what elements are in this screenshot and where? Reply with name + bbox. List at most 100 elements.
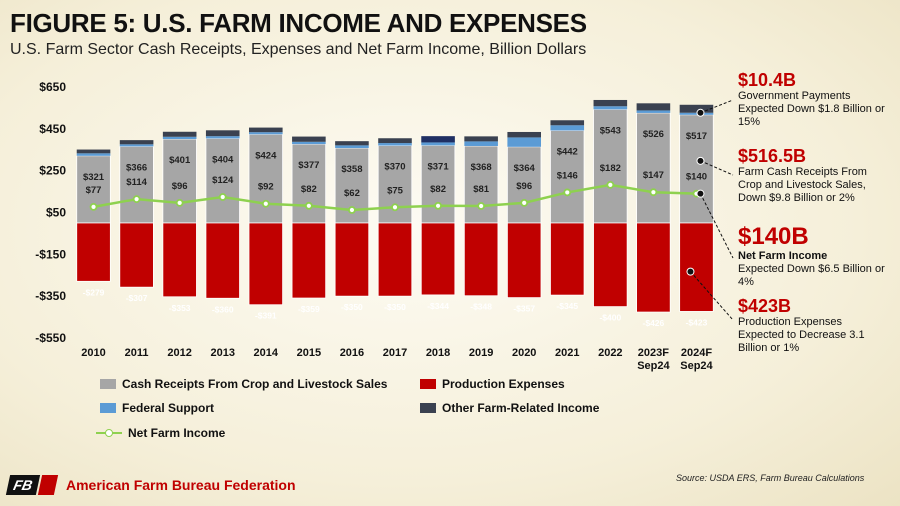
data-label-production-expenses: -$357: [513, 304, 535, 314]
data-label-net-income: $81: [473, 184, 490, 195]
data-label-cash-receipts: $442: [557, 147, 578, 158]
bar-federal-support: [76, 153, 111, 156]
data-label-production-expenses: -$350: [341, 302, 363, 312]
x-tick-label: 2024F: [681, 347, 712, 359]
bar-production-expenses: [679, 222, 714, 312]
point-net-farm-income: [132, 195, 141, 204]
bar-cash-receipts: [679, 114, 714, 224]
y-tick-label: $50: [46, 206, 66, 220]
data-label-cash-receipts: $364: [514, 163, 536, 174]
annotation-production-expenses: $423B Production Expenses Expected to De…: [738, 296, 888, 355]
point-net-farm-income: [261, 199, 270, 208]
bar-cash-receipts: [636, 112, 671, 224]
legend-label: Cash Receipts From Crop and Livestock Sa…: [122, 377, 388, 391]
legend-item-production-expenses: Production Expenses: [420, 377, 565, 391]
bar-production-expenses: [420, 222, 456, 296]
legend-label: Net Farm Income: [128, 426, 226, 440]
data-label-net-income: $96: [172, 181, 188, 192]
bar-other-income: [507, 131, 541, 138]
x-tick-sublabel: Sep24: [637, 360, 670, 372]
bar-other-income: [76, 149, 111, 154]
point-net-farm-income: [563, 188, 572, 197]
bar-production-expenses: [507, 222, 542, 299]
legend-swatch: [420, 403, 436, 413]
data-label-cash-receipts: $526: [643, 129, 664, 140]
legend-label: Other Farm-Related Income: [442, 401, 600, 415]
chart-title: FIGURE 5: U.S. FARM INCOME AND EXPENSES: [10, 8, 587, 38]
annotation-net-farm-income: $140B Net Farm Income Expected Down $6.5…: [738, 224, 888, 289]
data-label-cash-receipts: $321: [83, 172, 105, 183]
data-label-cash-receipts: $371: [427, 161, 449, 172]
point-net-farm-income: [89, 202, 98, 211]
data-label-cash-receipts: $370: [384, 162, 405, 173]
annotation-value: $423B: [738, 296, 792, 316]
bar-cash-receipts: [76, 155, 111, 224]
chart-subtitle: U.S. Farm Sector Cash Receipts, Expenses…: [10, 41, 587, 58]
bar-cash-receipts: [205, 138, 240, 224]
point-net-farm-income: [649, 188, 658, 197]
bar-production-expenses: [248, 222, 283, 306]
annotation-text: Expected Down $6.5 Billion or 4%: [738, 263, 885, 288]
data-label-cash-receipts: $543: [600, 125, 621, 136]
data-label-net-income: $147: [643, 170, 664, 181]
bar-cash-receipts: [162, 138, 197, 224]
y-tick-label: -$350: [35, 289, 66, 303]
point-net-farm-income: [434, 201, 442, 210]
bar-production-expenses: [205, 222, 240, 299]
data-label-production-expenses: -$350: [384, 302, 406, 312]
data-label-cash-receipts: $377: [298, 160, 319, 171]
data-label-net-income: $124: [212, 175, 234, 186]
bar-federal-support: [292, 141, 326, 145]
bar-federal-support: [550, 125, 585, 131]
logo-mark: FB: [5, 475, 41, 495]
organization-name: American Farm Bureau Federation: [66, 477, 296, 493]
data-label-production-expenses: -$345: [556, 301, 578, 311]
x-tick-label: 2018: [426, 347, 450, 359]
bar-federal-support: [378, 143, 412, 146]
data-label-production-expenses: -$391: [255, 311, 277, 321]
bar-federal-support: [119, 144, 154, 147]
data-label-net-income: $140: [686, 172, 707, 183]
source-note: Source: USDA ERS, Farm Bureau Calculatio…: [676, 473, 865, 483]
point-net-farm-income: [218, 193, 227, 201]
bar-other-income: [464, 136, 498, 142]
x-tick-sublabel: Sep24: [680, 360, 713, 372]
legend-label: Production Expenses: [442, 377, 565, 391]
bar-other-income: [292, 136, 326, 142]
data-label-cash-receipts: $366: [126, 162, 147, 173]
bar-federal-support: [249, 132, 283, 135]
bar-other-income: [205, 130, 240, 137]
callout-line: [690, 271, 734, 321]
bar-federal-support: [335, 145, 369, 149]
x-tick-label: 2017: [383, 347, 407, 359]
data-label-production-expenses: -$307: [126, 293, 148, 303]
data-label-production-expenses: -$359: [298, 304, 320, 314]
callout-line: [700, 160, 734, 176]
legend-swatch: [100, 403, 116, 413]
bar-cash-receipts: [593, 108, 628, 224]
x-tick-label: 2015: [297, 347, 321, 359]
y-tick-label: $450: [39, 122, 66, 136]
data-label-net-income: $146: [557, 170, 578, 181]
point-net-farm-income: [175, 198, 184, 207]
data-label-production-expenses: -$348: [470, 302, 492, 312]
annotation-text: Government Payments Expected Down $1.8 B…: [738, 90, 885, 128]
bar-production-expenses: [463, 222, 499, 297]
x-tick-label: 2022: [598, 347, 622, 359]
bar-federal-support: [507, 137, 541, 147]
legend-swatch: [100, 379, 116, 389]
bar-cash-receipts: [248, 133, 283, 224]
x-tick-label: 2014: [254, 347, 279, 359]
bar-production-expenses: [291, 222, 327, 299]
data-label-net-income: $82: [301, 184, 317, 195]
bar-federal-support: [636, 110, 671, 113]
logo-mark-accent: [37, 475, 59, 495]
annotation-value: $516.5B: [738, 146, 807, 166]
point-net-farm-income: [520, 198, 529, 207]
bar-federal-support: [162, 136, 197, 140]
x-tick-label: 2023F: [638, 347, 669, 359]
data-label-production-expenses: -$423: [686, 317, 708, 327]
legend-line-marker: [96, 428, 122, 438]
data-label-net-income: $114: [126, 177, 147, 188]
